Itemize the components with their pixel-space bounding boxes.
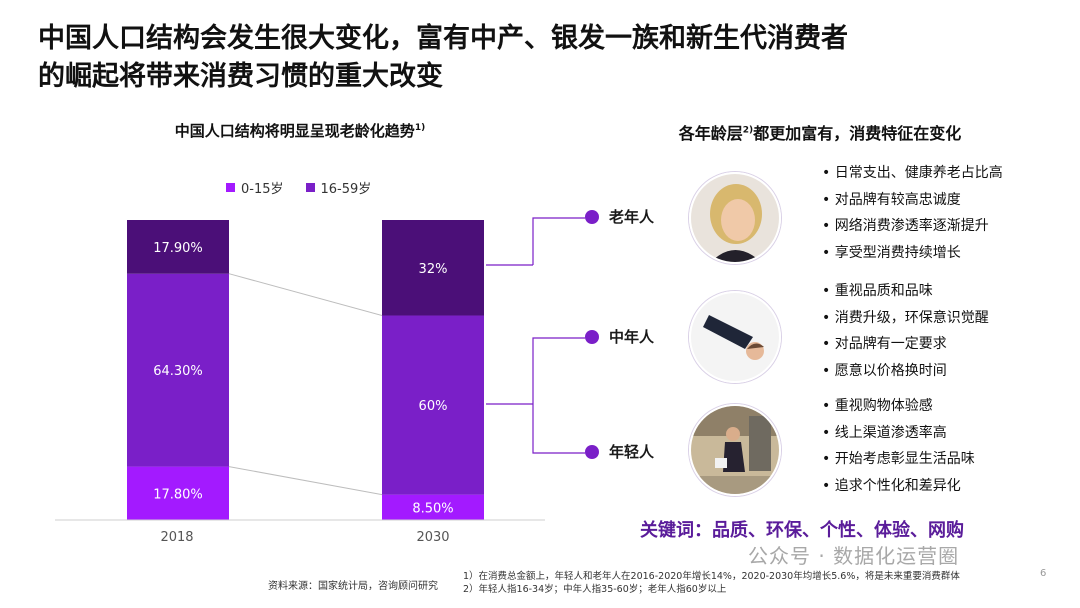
- group-elderly: 老年人: [585, 206, 654, 227]
- businessman-photo: [689, 291, 781, 383]
- legend-swatch-0-15: [226, 183, 235, 192]
- chart-legend: 0-15岁 16-59岁: [226, 178, 371, 197]
- young-shopper-photo: [689, 404, 781, 496]
- page-title: 中国人口结构会发生很大变化，富有中产、银发一族和新生代消费者 的崛起将带来消费习…: [38, 20, 1038, 96]
- segments-title-b: 都更加富有，消费特征在变化: [753, 124, 962, 143]
- legend-label-0-15: 0-15岁: [241, 182, 284, 197]
- data-label-2018-0: 17.80%: [153, 487, 203, 502]
- title-line-2: 的崛起将带来消费习惯的重大改变: [38, 61, 443, 92]
- segment-connector-line: [228, 273, 383, 317]
- bullet: 线上渠道渗透率高: [822, 420, 1072, 447]
- bullet: 愿意以价格换时间: [822, 358, 1072, 385]
- group-young: 年轻人: [585, 441, 654, 462]
- keywords: 关键词：品质、环保、个性、体验、网购: [640, 520, 964, 541]
- bullet: 重视购物体验感: [822, 393, 1072, 420]
- group-middle-aged: 中年人: [585, 326, 654, 347]
- elderly-woman-photo: [689, 172, 781, 264]
- bar-2018-segment-2: [127, 220, 229, 274]
- elderly-bullets: 日常支出、健康养老占比高 对品牌有较高忠诚度 网络消费渗透率逐渐提升 享受型消费…: [822, 160, 1072, 266]
- bar-2030-segment-2: [382, 220, 484, 316]
- footnote-1: 1）在消费总金额上，年轻人和老年人在2016-2020年增长14%，2020-2…: [463, 571, 960, 582]
- businessman-illustration: [691, 293, 779, 381]
- bar-2030-segment-0: [382, 494, 484, 520]
- bullet: 开始考虑彰显生活品味: [822, 446, 1072, 473]
- bar-2018-segment-1: [127, 273, 229, 467]
- chart-title-footnote: 1): [414, 123, 426, 133]
- bracket-mid-young: [532, 337, 585, 454]
- young-bullets: 重视购物体验感 线上渠道渗透率高 开始考虑彰显生活品味 追求个性化和差异化: [822, 393, 1072, 499]
- title-line-1: 中国人口结构会发生很大变化，富有中产、银发一族和新生代消费者: [38, 23, 848, 54]
- data-label-2030-2: 32%: [419, 262, 448, 277]
- segment-connector-line: [228, 466, 383, 496]
- bullet: 重视品质和品味: [822, 278, 1072, 305]
- bullet: 享受型消费持续增长: [822, 240, 1072, 267]
- group-label-middle-aged: 中年人: [609, 328, 655, 346]
- footnotes: 1）在消费总金额上，年轻人和老年人在2016-2020年增长14%，2020-2…: [463, 570, 960, 596]
- legend-item-16-59: 16-59岁: [305, 178, 372, 197]
- bullet: 日常支出、健康养老占比高: [822, 160, 1072, 187]
- group-label-young: 年轻人: [609, 443, 655, 461]
- page-number: 6: [1040, 568, 1047, 579]
- group-dot: [585, 329, 599, 344]
- legend-label-16-59: 16-59岁: [320, 182, 372, 197]
- legend-item-0-15: 0-15岁: [226, 178, 284, 197]
- source-note: 资料来源：国家统计局，咨询顾问研究: [268, 581, 438, 592]
- data-label-2030-1: 60%: [419, 399, 448, 414]
- chart-title-text: 中国人口结构将明显呈现老龄化趋势: [174, 122, 415, 140]
- young-shopper-illustration: [691, 406, 779, 494]
- bullet: 消费升级，环保意识觉醒: [822, 305, 1072, 332]
- bracket-old: [532, 217, 585, 265]
- bullet: 网络消费渗透率逐渐提升: [822, 213, 1072, 240]
- group-dot: [585, 444, 599, 459]
- data-label-2030-0: 8.50%: [412, 501, 453, 516]
- data-label-2018-1: 64.30%: [153, 364, 203, 379]
- group-label-elderly: 老年人: [609, 208, 655, 226]
- bullet: 追求个性化和差异化: [822, 473, 1072, 500]
- bar-2030-segment-1: [382, 315, 484, 495]
- x-tick-2018: 2018: [160, 530, 193, 545]
- middle-aged-bullets: 重视品质和品味 消费升级，环保意识觉醒 对品牌有一定要求 愿意以价格换时间: [822, 278, 1072, 384]
- data-label-2018-2: 17.90%: [153, 241, 203, 256]
- elderly-woman-illustration: [691, 174, 779, 262]
- group-dot: [585, 209, 599, 224]
- bullet: 对品牌有一定要求: [822, 331, 1072, 358]
- chart-bars: 17.80% 64.30% 17.90% 8.50% 60% 32%: [127, 220, 484, 520]
- segments-title: 各年龄层2)都更加富有，消费特征在变化: [640, 120, 1000, 144]
- watermark: 公众号 · 数据化运营圈: [748, 544, 960, 568]
- segments-title-a: 各年龄层: [678, 124, 743, 143]
- x-tick-2030: 2030: [416, 530, 449, 545]
- footnote-2: 2）年轻人指16-34岁；中年人指35-60岁；老年人指60岁以上: [463, 584, 727, 595]
- segments-title-footnote: 2): [742, 125, 754, 136]
- bar-2018-segment-0: [127, 466, 229, 520]
- bullet: 对品牌有较高忠诚度: [822, 187, 1072, 214]
- legend-swatch-16-59: [305, 183, 315, 192]
- chart-title: 中国人口结构将明显呈现老龄化趋势1): [100, 120, 500, 141]
